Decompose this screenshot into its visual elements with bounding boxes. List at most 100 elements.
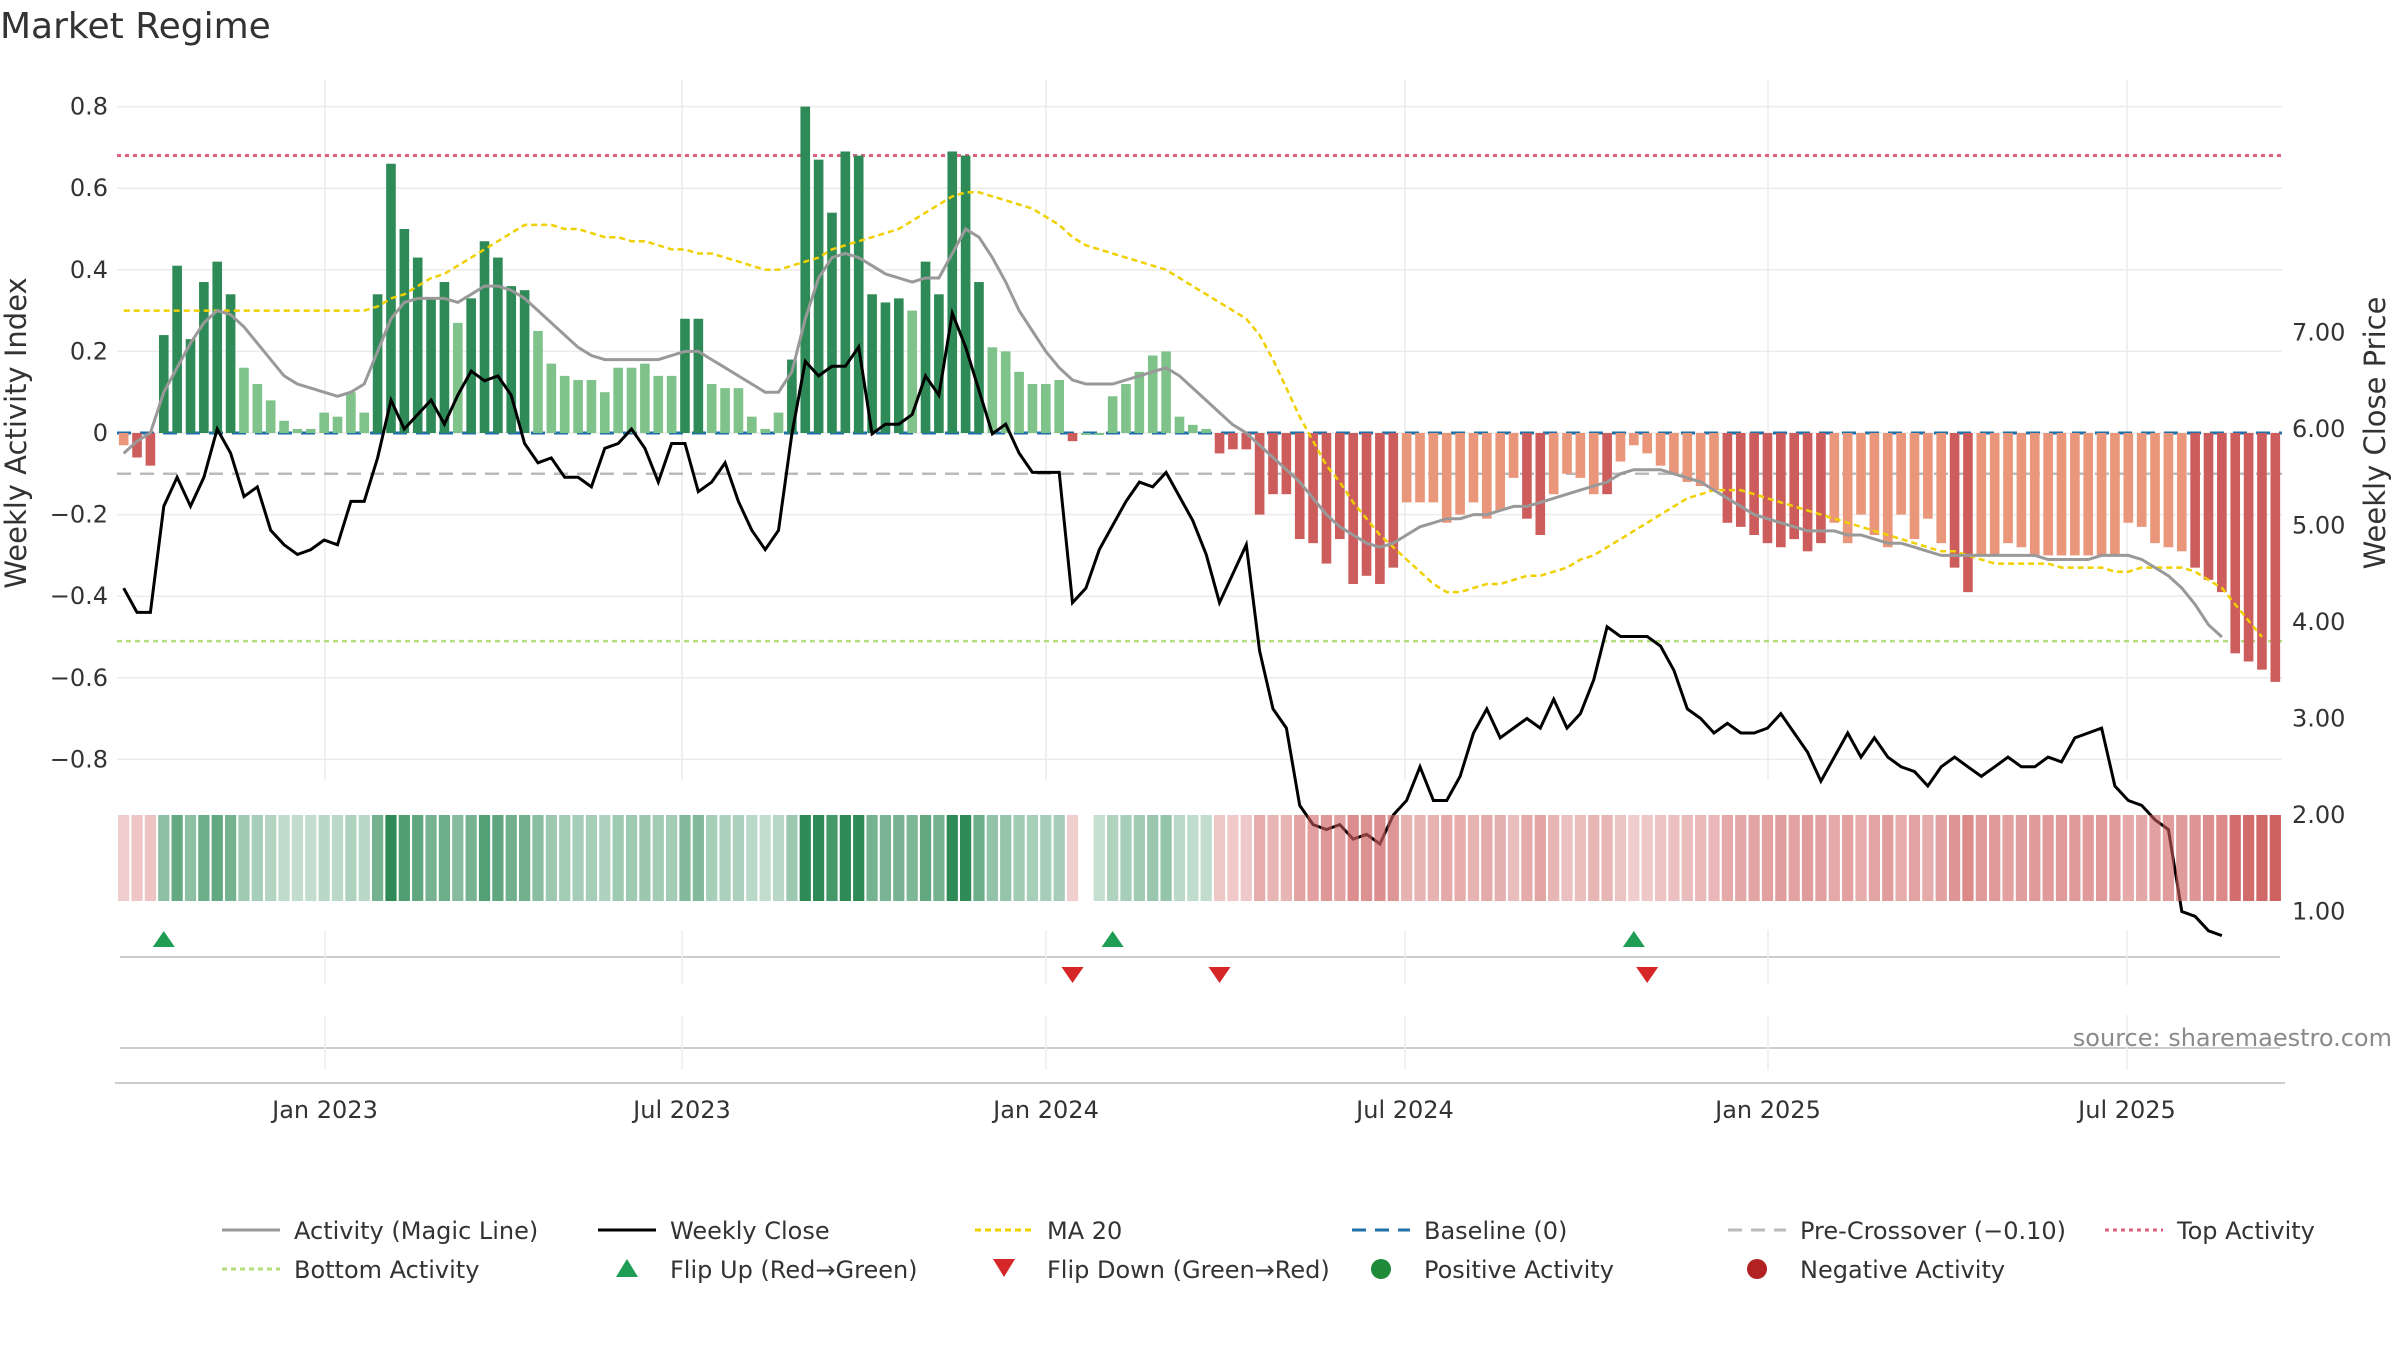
activity-bar — [974, 282, 984, 433]
x-tick-label: Jul 2025 — [2076, 1096, 2176, 1124]
activity-bar — [1041, 384, 1051, 433]
y-left-tick-label: −0.4 — [50, 582, 108, 610]
regime-cell — [1133, 815, 1145, 901]
activity-bar — [1308, 433, 1318, 544]
activity-bar — [760, 428, 770, 433]
regime-cell — [318, 815, 330, 901]
activity-bar — [2230, 433, 2241, 654]
activity-bar — [1174, 416, 1185, 433]
regime-cell — [1882, 815, 1894, 901]
activity-bar — [466, 298, 476, 433]
regime-cell — [2256, 815, 2268, 901]
activity-bar — [1816, 433, 1826, 544]
activity-bar — [733, 388, 744, 433]
regime-cell — [879, 815, 892, 901]
activity-bar — [1602, 433, 1612, 495]
regime-cell — [438, 815, 451, 901]
activity-bar — [2136, 433, 2147, 527]
activity-bar — [2176, 433, 2187, 552]
activity-bar — [145, 433, 156, 466]
activity-bar — [239, 367, 249, 433]
activity-bar — [252, 384, 263, 433]
regime-cell — [1427, 815, 1439, 901]
regime-cell — [1708, 815, 1720, 901]
flip-down-marker — [1061, 967, 1084, 983]
regime-cell — [1908, 815, 1921, 901]
regime-cell — [478, 815, 491, 901]
regime-cell — [1441, 815, 1453, 901]
activity-bar — [479, 241, 490, 433]
activity-bar — [132, 433, 142, 458]
x-tick-label: Jul 2023 — [631, 1096, 731, 1124]
activity-bar — [1348, 433, 1358, 584]
regime-cell — [1334, 815, 1346, 901]
activity-bar — [372, 294, 383, 433]
activity-bar — [1682, 433, 1693, 482]
activity-bar — [1989, 433, 2000, 556]
regime-cell — [1280, 815, 1292, 901]
regime-cell — [666, 815, 678, 901]
regime-cell — [973, 815, 985, 901]
legend-label: Top Activity — [2176, 1217, 2315, 1245]
magic-line — [122, 226, 2223, 639]
regime-cell — [144, 815, 157, 901]
activity-bar — [2123, 433, 2134, 523]
regime-cell — [465, 815, 477, 901]
x-tick-label: Jan 2024 — [991, 1096, 1099, 1124]
regime-cell — [1855, 815, 1867, 901]
activity-bar — [1321, 433, 1332, 564]
regime-cell — [2082, 815, 2094, 901]
legend-label: Weekly Close — [670, 1217, 830, 1245]
regime-cell — [1842, 815, 1854, 901]
activity-bar — [1923, 433, 1933, 519]
regime-cell — [559, 815, 571, 901]
activity-bar — [1655, 433, 1666, 466]
regime-cell — [759, 815, 771, 901]
regime-cell — [345, 815, 357, 901]
activity-bar — [199, 282, 209, 433]
regime-cell — [398, 815, 410, 901]
regime-cell — [1948, 815, 1961, 901]
axes: 0.8 0.6 0.4 0.2 0 −0.2 −0.4 −0.6 −0.8 7.00 6.00 5.0… — [0, 93, 2392, 926]
regime-cell — [746, 815, 758, 901]
activity-bar — [1722, 433, 1733, 523]
activity-bar — [439, 282, 450, 433]
x-tick-label: Jul 2024 — [1354, 1096, 1454, 1124]
activity-bar — [292, 428, 303, 433]
regime-cell — [1989, 815, 2001, 901]
regime-cell — [1868, 815, 1881, 901]
y-left-tick-label: 0.2 — [70, 337, 108, 365]
activity-bar — [1027, 384, 1038, 433]
regime-cell — [1040, 815, 1052, 901]
activity-bar — [1508, 433, 1519, 478]
regime-cell — [1561, 815, 1573, 901]
regime-cell — [946, 815, 958, 901]
regime-cell — [1374, 815, 1386, 901]
activity-bar — [1909, 433, 1920, 540]
regime-cell — [772, 815, 785, 901]
regime-cell — [385, 815, 397, 901]
regime-cell — [291, 815, 304, 901]
activity-bar — [666, 375, 677, 433]
activity-bar — [2270, 433, 2281, 682]
y-right-tick-label: 3.00 — [2292, 705, 2345, 733]
regime-cell — [1267, 815, 1279, 901]
regime-cell — [1013, 815, 1025, 901]
regime-cell — [1681, 815, 1693, 901]
x-axis: Jan 2023 Jul 2023 Jan 2024 Jul 2024 Jan 2025… — [115, 1082, 2285, 1124]
regime-cell — [184, 815, 197, 901]
activity-bar — [519, 290, 530, 433]
activity-bar — [1147, 355, 1158, 433]
regime-cell — [2242, 815, 2255, 901]
legend-label: Activity (Magic Line) — [294, 1217, 538, 1245]
regime-cell — [224, 815, 237, 901]
regime-cell — [2029, 815, 2041, 901]
regime-cell — [452, 815, 464, 901]
activity-bar — [279, 420, 289, 433]
regime-cell — [1160, 815, 1172, 901]
activity-bar — [1976, 433, 1987, 556]
activity-bar — [2110, 433, 2120, 556]
regime-cell — [1654, 815, 1667, 901]
regime-cell — [1695, 815, 1707, 901]
regime-cell — [960, 815, 972, 901]
